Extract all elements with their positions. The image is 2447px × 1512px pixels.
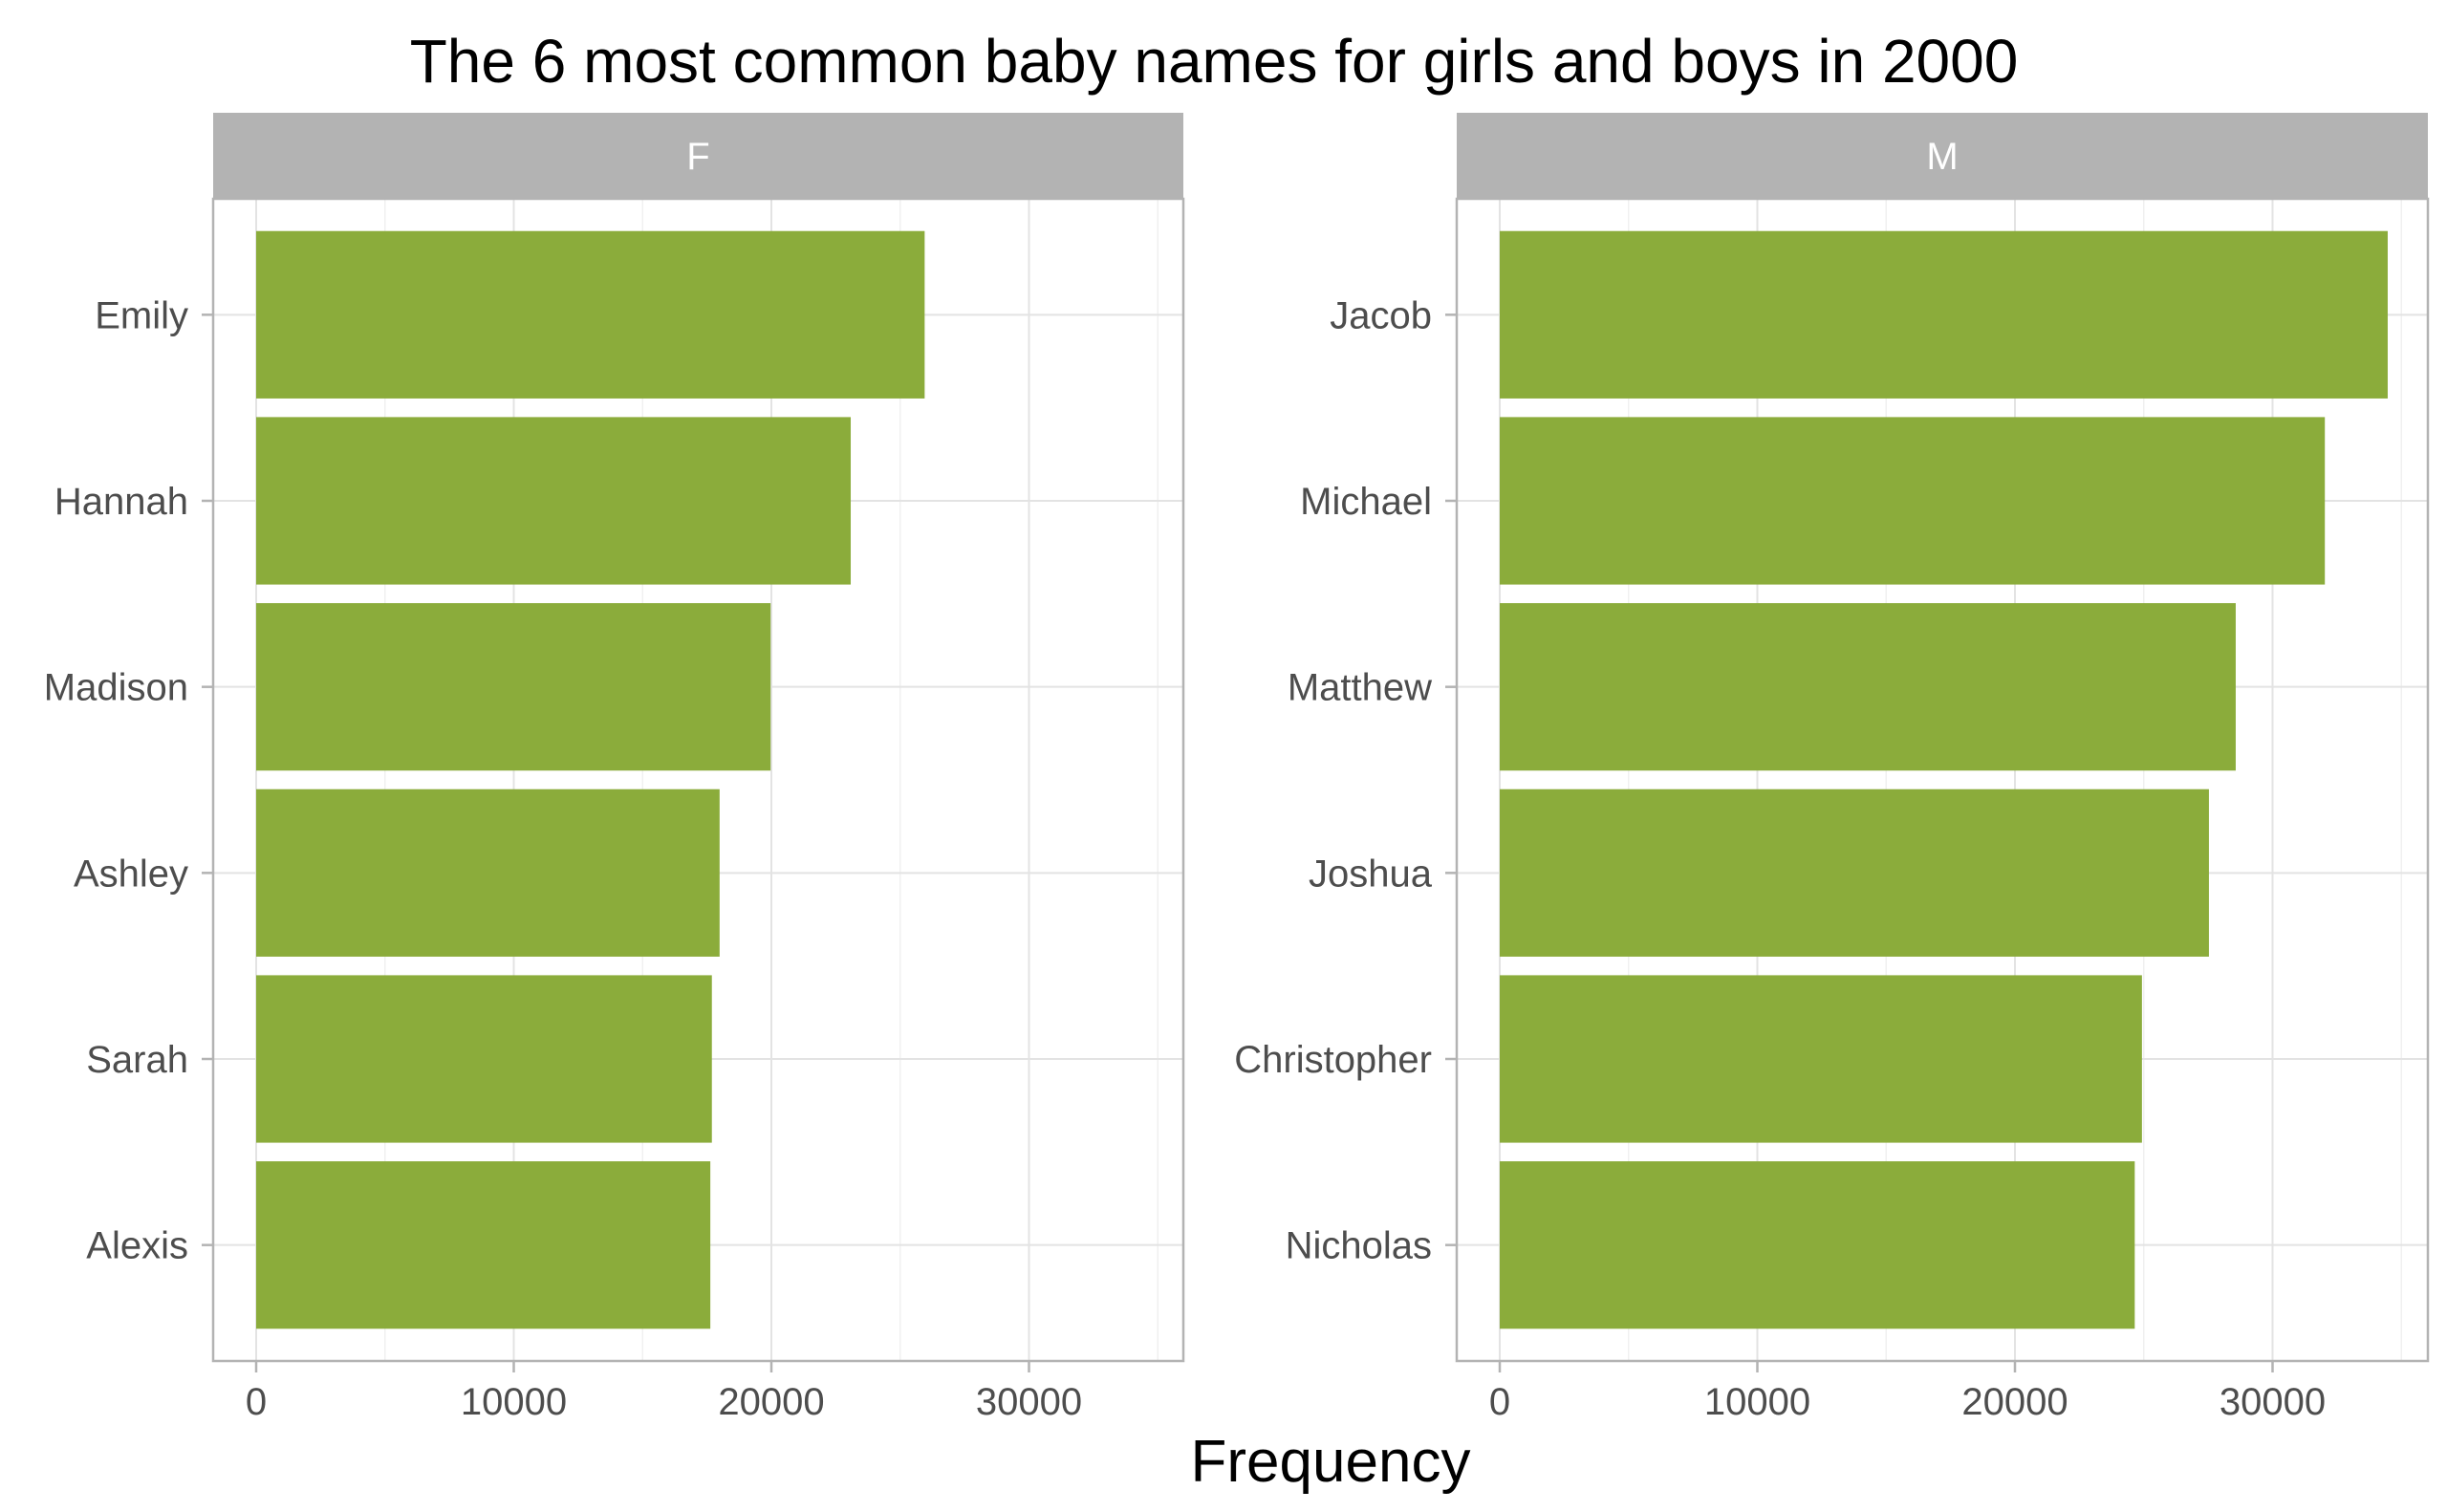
chart-title: The 6 most common baby names for girls a… (410, 27, 2019, 96)
bar-nicholas (1500, 1161, 2135, 1329)
x-tick-label: 20000 (718, 1381, 824, 1423)
x-tick-label: 10000 (1704, 1381, 1810, 1423)
bar-hannah (256, 417, 852, 585)
panels-layer: F Emily Hannah Madison Ashley Sarah Alexis 0 100… (44, 113, 2430, 1423)
facet-strip-label: F (686, 136, 709, 178)
bar-madison (256, 603, 771, 771)
y-tick-label: Sarah (86, 1039, 188, 1081)
y-tick-label: Matthew (1288, 667, 1432, 709)
bar-ashley (256, 788, 720, 957)
bar-alexis (256, 1161, 711, 1329)
y-tick-label: Jacob (1330, 294, 1432, 336)
y-tick-label: Michael (1300, 481, 1432, 523)
x-tick-label: 30000 (2220, 1381, 2326, 1423)
panel-border (1455, 197, 2430, 1363)
panel-f: F Emily Hannah Madison Ashley Sarah Alexis 0 100… (44, 113, 1185, 1423)
x-tick-label: 0 (1489, 1381, 1510, 1423)
bar-jacob (1500, 230, 2388, 399)
y-tick-label: Joshua (1309, 853, 1433, 895)
bar-emily (256, 230, 925, 399)
bar-matthew (1500, 603, 2236, 771)
x-tick-label: 20000 (1961, 1381, 2068, 1423)
bar-joshua (1500, 788, 2209, 957)
y-tick-label: Emily (95, 294, 188, 336)
y-tick-label: Nicholas (1286, 1225, 1432, 1267)
bar-michael (1500, 417, 2326, 585)
y-tick-label: Christopher (1234, 1039, 1432, 1081)
panel-m: M Jacob Michael Matthew Joshua Christopher Nic… (1234, 113, 2430, 1423)
bar-christopher (1500, 975, 2142, 1143)
x-tick-label: 10000 (461, 1381, 567, 1423)
bar-sarah (256, 975, 712, 1143)
facet-strip-label: M (1926, 136, 1958, 178)
x-axis-label: Frequency (1191, 1429, 1471, 1495)
x-tick-label: 30000 (976, 1381, 1082, 1423)
facet-strip (213, 113, 1183, 199)
y-tick-label: Alexis (86, 1225, 188, 1267)
y-tick-label: Ashley (74, 853, 188, 895)
y-tick-label: Madison (44, 667, 188, 709)
panel-border (211, 197, 1185, 1363)
y-tick-label: Hannah (54, 481, 188, 523)
x-tick-label: 0 (246, 1381, 267, 1423)
facet-strip (1457, 113, 2428, 199)
